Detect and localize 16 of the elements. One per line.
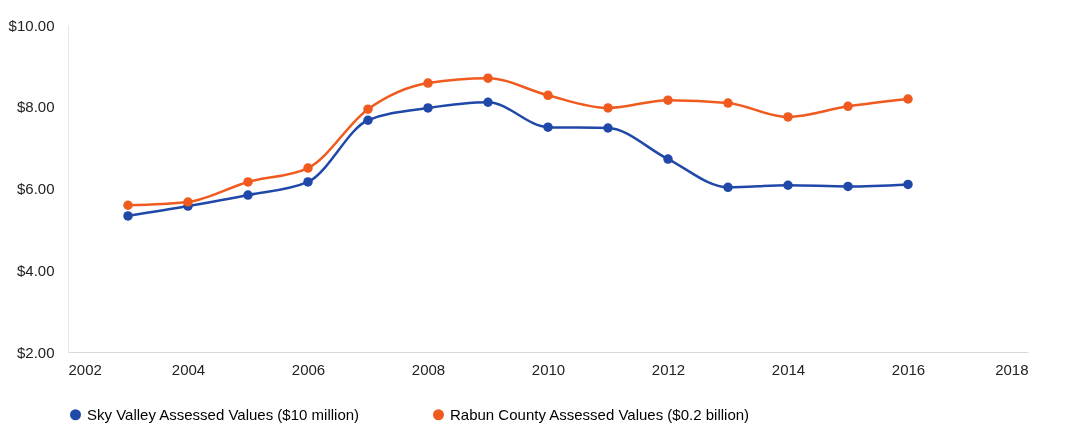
- y-tick-label: $2.00: [16, 343, 55, 361]
- y-tick-label: $10.00: [8, 16, 55, 34]
- x-tick-label: 2008: [411, 360, 446, 378]
- x-tick-label: 2002: [68, 360, 102, 378]
- x-tick-label: 2010: [531, 360, 566, 378]
- x-tick-label: 2014: [771, 360, 806, 378]
- x-tick-label: 2006: [291, 360, 326, 378]
- x-tick-label: 2016: [891, 360, 926, 378]
- y-tick-label: $4.00: [16, 261, 55, 279]
- y-tick-label: $6.00: [16, 180, 55, 197]
- x-tick-label: 2018: [995, 360, 1029, 378]
- legend-label: Sky Valley Assessed Values ($10 million): [87, 405, 360, 423]
- y-tick-label: $8.00: [16, 98, 55, 116]
- legend-label: Rabun County Assessed Values ($0.2 billion): [450, 405, 750, 423]
- x-tick-label: 2004: [171, 360, 206, 378]
- x-tick-label: 2012: [651, 360, 686, 378]
